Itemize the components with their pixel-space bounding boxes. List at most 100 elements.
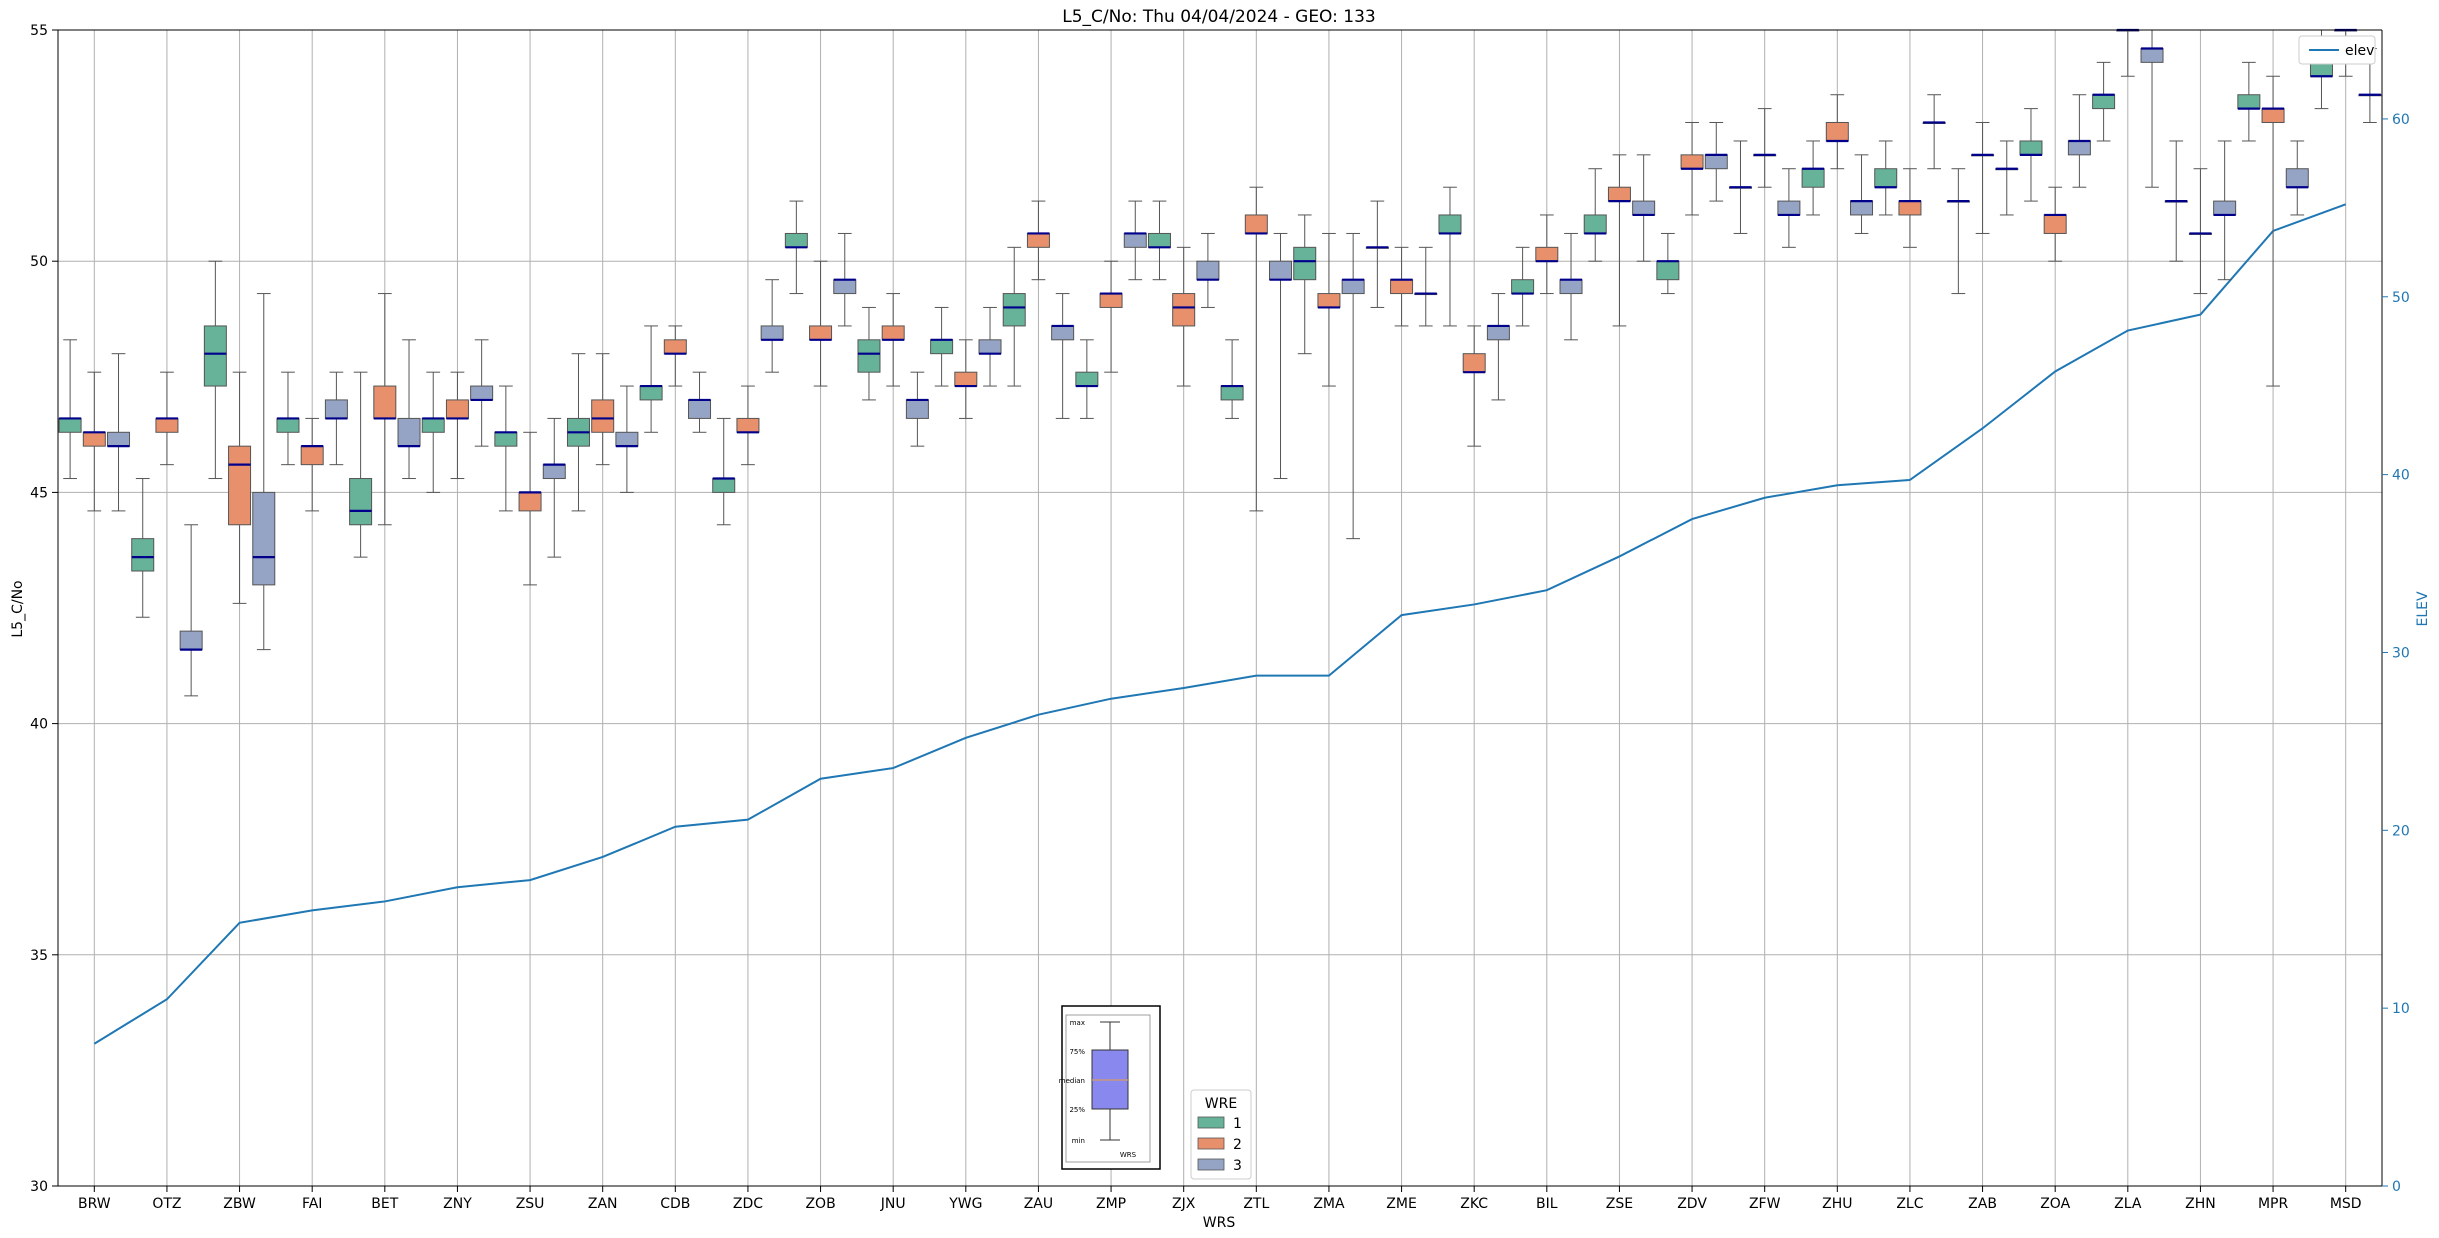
box-iqr <box>2285 168 2309 188</box>
box-zoa-wre3 <box>2067 94 2091 188</box>
box-iqr <box>1777 200 1801 216</box>
box-zsu-wre3 <box>542 417 566 558</box>
box-mpr-wre2 <box>2261 75 2285 387</box>
box-iqr <box>1486 325 1510 341</box>
box-iqr <box>2237 94 2261 110</box>
box-zhu-wre2 <box>1825 94 1849 170</box>
box-iqr <box>1801 168 1825 188</box>
box-iqr <box>2092 94 2116 110</box>
y2-axis-label: ELEV <box>2415 591 2431 626</box>
box-zhu-wre3 <box>1850 154 1874 234</box>
box-zme-wre1 <box>1365 200 1389 308</box>
box-zdv-wre1 <box>1656 232 1680 295</box>
box-iqr <box>421 417 445 433</box>
x-tick-label-zla: ZLA <box>2114 1196 2142 1212</box>
x-tick-label-zau: ZAU <box>1024 1196 1053 1212</box>
box-iqr <box>1196 260 1220 281</box>
box-iqr <box>107 431 131 447</box>
box-zma-wre1 <box>1293 214 1317 355</box>
box-iqr <box>1099 293 1123 308</box>
box-iqr <box>905 399 929 419</box>
box-zhn-wre3 <box>2213 140 2237 281</box>
box-zny-wre2 <box>445 371 469 480</box>
y2-tick-label: 50 <box>2392 290 2410 306</box>
box-iqr <box>1269 260 1293 281</box>
box-zoa-wre1 <box>2019 108 2043 202</box>
box-iqr <box>2067 140 2091 156</box>
x-tick-label-zny: ZNY <box>443 1196 472 1212</box>
y2-tick-label: 10 <box>2392 1001 2410 1017</box>
box-zdv-wre3 <box>1704 121 1728 202</box>
y-tick-label: 45 <box>30 485 48 501</box>
box-msd-wre3 <box>2358 47 2382 123</box>
box-zau-wre2 <box>1026 200 1050 281</box>
box-zfw-wre3 <box>1777 168 1801 248</box>
box-ywg-wre2 <box>954 339 978 419</box>
box-ztl-wre2 <box>1244 186 1268 512</box>
box-zny-wre3 <box>470 339 494 447</box>
y-tick-label: 30 <box>30 1179 48 1195</box>
box-iqr <box>203 325 227 387</box>
x-tick-label-bet: BET <box>371 1196 398 1212</box>
box-zla-wre3 <box>2140 29 2164 188</box>
box-fai-wre3 <box>324 371 348 466</box>
box-zla-wre1 <box>2092 61 2116 142</box>
wre-legend-swatch-1 <box>1197 1116 1225 1129</box>
wre-legend-label-2: 2 <box>1233 1137 1242 1153</box>
box-iqr <box>639 385 663 401</box>
y-tick-label: 50 <box>30 254 48 270</box>
box-iqr <box>1511 279 1535 295</box>
x-tick-label-zse: ZSE <box>1606 1196 1633 1212</box>
box-iqr <box>1147 232 1171 248</box>
box-ywg-wre1 <box>930 306 954 387</box>
box-iqr <box>1075 371 1099 387</box>
box-iqr <box>58 417 82 433</box>
y2-tick-label: 60 <box>2392 112 2410 128</box>
box-bet-wre1 <box>349 371 373 558</box>
box-iqr <box>954 371 978 387</box>
box-mpr-wre1 <box>2237 61 2261 142</box>
box-zme-wre2 <box>1390 246 1414 327</box>
wre-legend-swatch-2 <box>1197 1137 1225 1150</box>
x-tick-label-jnu: JNU <box>880 1196 906 1212</box>
y2-tick-label: 0 <box>2392 1179 2401 1195</box>
box-key-label-min: min <box>1072 1137 1085 1145</box>
box-zkc-wre1 <box>1438 186 1462 327</box>
box-iqr <box>1850 200 1874 216</box>
box-zjx-wre1 <box>1147 200 1171 281</box>
wre-legend-swatch-3 <box>1197 1158 1225 1171</box>
box-zsu-wre2 <box>518 431 542 586</box>
x-tick-label-zhu: ZHU <box>1822 1196 1852 1212</box>
box-zau-wre3 <box>1051 293 1075 419</box>
x-tick-label-ztl: ZTL <box>1243 1196 1269 1212</box>
box-zab-wre2 <box>1971 121 1995 234</box>
box-iqr <box>542 464 566 480</box>
box-key-inset: max 75% median 25% min WRS <box>1059 1005 1161 1170</box>
box-zab-wre3 <box>1995 140 2019 216</box>
box-iqr <box>2261 108 2285 123</box>
box-iqr <box>2213 200 2237 216</box>
box-iqr <box>1825 121 1849 142</box>
box-key-label-q3: 75% <box>1069 1048 1085 1056</box>
axes: 30 35 40 45 50 55 0 10 20 30 40 50 60 BRW OTZ ZBW FAI BET… <box>30 23 2410 1212</box>
box-zfw-wre2 <box>1753 108 1777 188</box>
box-zmp-wre2 <box>1099 260 1123 373</box>
box-iqr <box>712 478 736 493</box>
x-tick-label-zfw: ZFW <box>1749 1196 1781 1212</box>
x-tick-label-msd: MSD <box>2330 1196 2362 1212</box>
box-iqr <box>252 491 276 586</box>
box-iqr <box>1026 232 1050 248</box>
box-iqr <box>688 399 712 419</box>
y-tick-label: 40 <box>30 717 48 733</box>
box-ywg-wre3 <box>978 306 1002 387</box>
box-zlc-wre3 <box>1922 94 1946 170</box>
x-tick-label-zkc: ZKC <box>1460 1196 1488 1212</box>
box-zdc-wre1 <box>712 417 736 526</box>
x-tick-label-ywg: YWG <box>948 1196 982 1212</box>
y2-tick-label: 30 <box>2392 645 2410 661</box>
elev-legend: elev <box>2298 35 2376 65</box>
box-iqr <box>494 431 518 447</box>
box-iqr <box>881 325 905 341</box>
box-zan-wre3 <box>615 385 639 493</box>
